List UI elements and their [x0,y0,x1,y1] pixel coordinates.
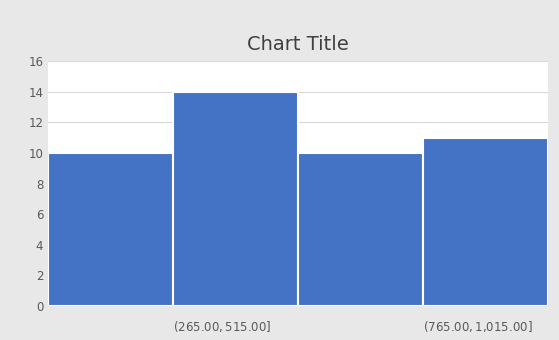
Bar [298,153,423,306]
Bar [173,92,298,306]
Text: ($265.00 , $515.00]: ($265.00 , $515.00] [173,320,271,335]
Bar [48,153,173,306]
Title: Chart Title: Chart Title [247,35,349,54]
Bar [423,138,548,306]
Text: ($765.00 , $1,015.00]: ($765.00 , $1,015.00] [423,320,532,335]
